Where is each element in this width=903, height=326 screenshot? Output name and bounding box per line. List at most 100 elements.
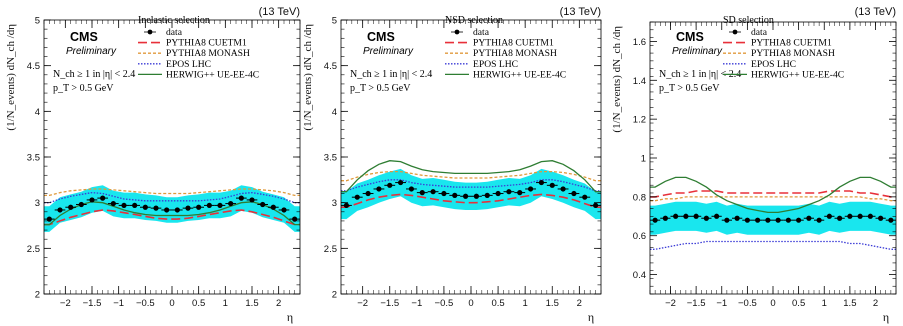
data-point — [441, 190, 447, 197]
legend-title: SD selection — [723, 15, 774, 26]
y-axis-label: (1/N_events) dN_ch /dη — [5, 24, 17, 131]
cut-line-multiplicity: N_ch ≥ 1 in |η| < 2.4 — [350, 69, 432, 80]
x-tick-label: 1 — [523, 298, 528, 309]
data-point — [714, 213, 720, 219]
x-tick-label: −0.5 — [435, 298, 454, 309]
y-tick-label: 0.8 — [633, 192, 646, 203]
data-point — [46, 216, 52, 222]
data-point — [560, 186, 566, 192]
data-point — [270, 204, 276, 210]
data-uncertainty-band — [44, 185, 300, 232]
x-tick-label: −1 — [411, 298, 422, 309]
x-tick-label: 2 — [873, 298, 878, 309]
plot-frame — [340, 19, 602, 295]
y-tick-label: 3.5 — [27, 153, 40, 164]
legend-entry-pythia8-monash: PYTHIA8 MONASH — [751, 48, 835, 59]
x-axis-label: η — [883, 310, 889, 324]
data-point — [153, 205, 159, 211]
series-line-pythia8-monash — [44, 188, 300, 197]
data-point — [57, 207, 63, 213]
data-point — [837, 215, 843, 221]
y-axis-label: (1/N_events) dN_ch /dη — [302, 24, 314, 131]
x-tick-label: 1.5 — [245, 298, 258, 309]
data-point — [228, 200, 234, 207]
status-label: Preliminary — [66, 46, 117, 57]
experiment-label: CMS — [367, 30, 395, 44]
legend-entry-pythia8-monash: PYTHIA8 MONASH — [473, 48, 557, 59]
legend-entry-herwig-ue-ee-4c: HERWIG++ UE-EE-4C — [166, 69, 259, 80]
data-point — [867, 213, 873, 219]
y-tick-label: 0.6 — [633, 231, 646, 242]
data-point — [206, 202, 212, 209]
legend-entry-epos-lhc: EPOS LHC — [751, 59, 796, 70]
data-point — [484, 192, 490, 198]
data-point — [806, 215, 812, 221]
data-point — [238, 195, 244, 201]
data-point — [495, 190, 501, 197]
series-line-pythia8-monash — [650, 196, 896, 202]
cut-line-pt: p_T > 0.5 GeV — [53, 83, 114, 94]
x-tick-label: −1.5 — [380, 298, 399, 309]
data-point — [397, 179, 404, 186]
x-tick-label: 0.5 — [491, 298, 504, 309]
data-point — [452, 192, 458, 198]
legend-entry-pythia8-cuetm1: PYTHIA8 CUETM1 — [473, 38, 554, 49]
data-point — [775, 217, 781, 223]
data-point — [408, 186, 415, 192]
data-point — [517, 190, 523, 196]
data-point — [888, 217, 894, 223]
x-tick-label: 2 — [276, 298, 281, 309]
data-point — [354, 194, 360, 200]
data-uncertainty-band — [341, 168, 601, 220]
data-point — [249, 197, 255, 203]
x-tick-label: 0 — [770, 298, 775, 309]
data-point — [419, 190, 425, 196]
x-tick-label: −2 — [665, 298, 676, 309]
experiment-label: CMS — [676, 30, 704, 44]
x-axis-label: η — [588, 310, 594, 324]
data-point — [387, 182, 393, 188]
data-point — [110, 200, 116, 207]
chart-panel-inelastic: (13 TeV) 2 2.5 3 3.5 4 4.5 5 −2 −1.5 −1 −0.5 0 0.5 1 1.… — [5, 6, 301, 324]
cut-line-multiplicity: N_ch ≥ 1 in |η| < 2.4 — [53, 69, 135, 80]
series-line-pythia8-cuetm1 — [44, 209, 300, 226]
data-point — [673, 213, 679, 219]
data-point — [693, 213, 699, 219]
energy-label: (13 TeV) — [259, 6, 300, 18]
series-line-pythia8-monash — [341, 170, 601, 182]
data-point — [292, 216, 298, 222]
x-tick-label: −0.5 — [136, 298, 155, 309]
x-tick-label: 2 — [577, 298, 582, 309]
data-point — [816, 217, 822, 223]
x-tick-label: 1.5 — [843, 298, 856, 309]
x-tick-label: −1 — [113, 298, 124, 309]
x-tick-label: 0.5 — [192, 298, 205, 309]
data-point — [121, 202, 127, 209]
data-point — [796, 217, 802, 223]
y-tick-label: 3.5 — [324, 153, 337, 164]
legend-entry-herwig-ue-ee-4c: HERWIG++ UE-EE-4C — [473, 69, 566, 80]
legend-entry-data: data — [751, 27, 768, 38]
experiment-label: CMS — [70, 30, 98, 44]
legend-entry-pythia8-cuetm1: PYTHIA8 CUETM1 — [166, 38, 247, 49]
x-tick-label: 1 — [223, 298, 228, 309]
data-point — [744, 217, 750, 223]
x-tick-label: 1.5 — [546, 298, 559, 309]
y-tick-label: 1.6 — [633, 37, 646, 48]
data-point — [506, 189, 512, 195]
data-point — [196, 204, 202, 210]
data-point — [527, 186, 534, 192]
data-point — [847, 213, 853, 219]
cut-line-pt: p_T > 0.5 GeV — [350, 83, 411, 94]
y-tick-label: 0.4 — [633, 270, 646, 281]
data-point — [430, 189, 436, 195]
data-point — [68, 204, 74, 210]
cut-line-pt: p_T > 0.5 GeV — [659, 83, 720, 94]
legend-entry-herwig-ue-ee-4c: HERWIG++ UE-EE-4C — [751, 69, 844, 80]
data-point — [878, 215, 884, 221]
x-axis-label: η — [287, 310, 293, 324]
series-line-herwig-ue-ee-4c — [341, 160, 601, 193]
data-point — [549, 182, 555, 188]
y-tick-label: 3 — [332, 198, 337, 209]
data-point — [174, 207, 180, 213]
